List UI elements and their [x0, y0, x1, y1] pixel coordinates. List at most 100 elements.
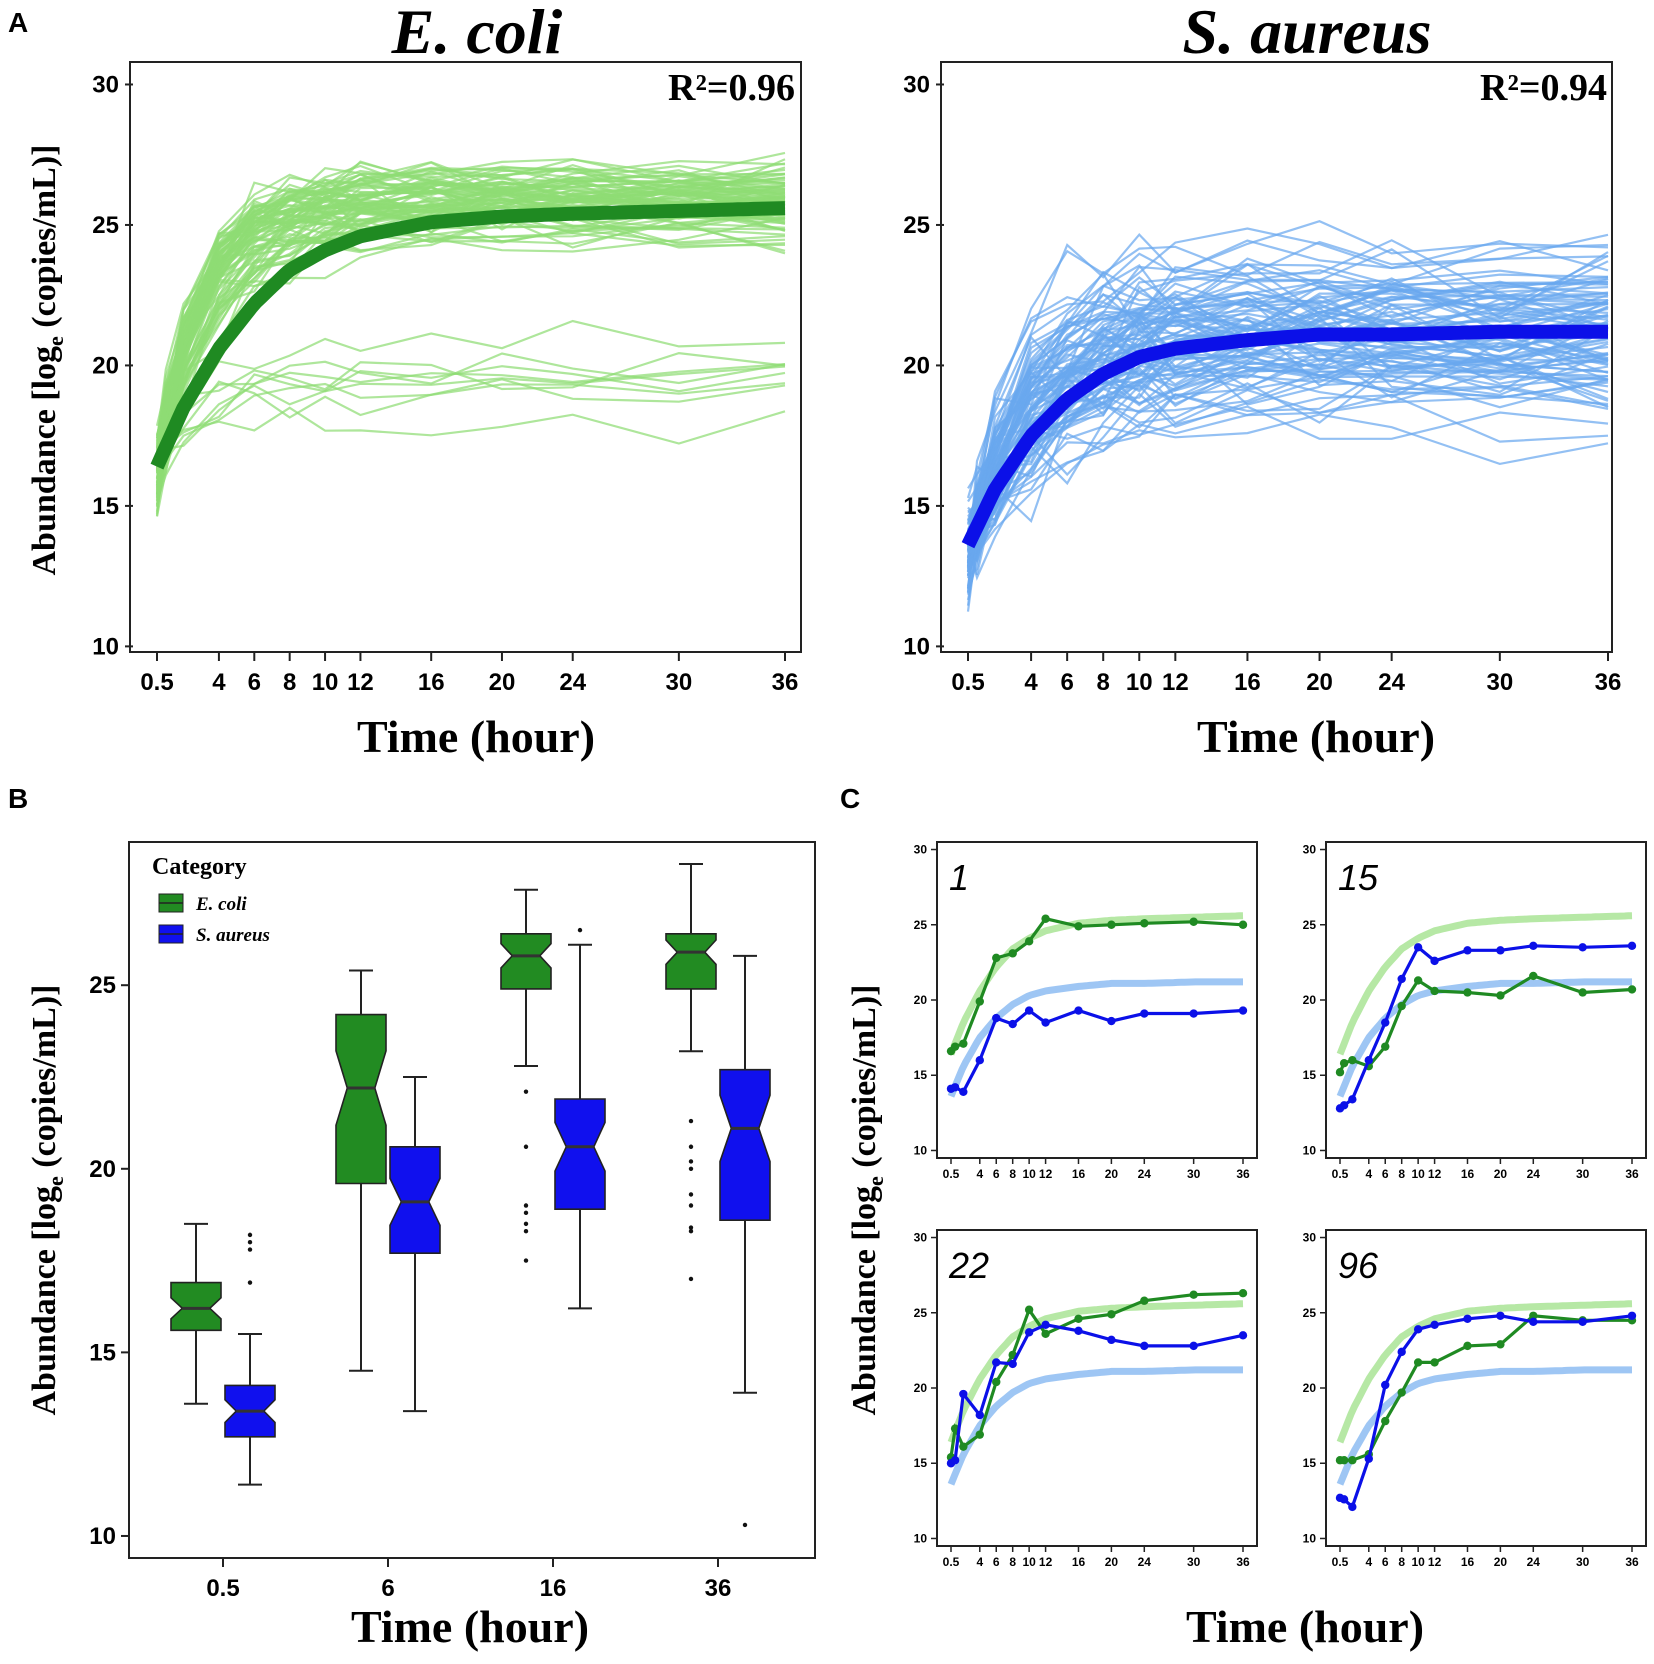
- series-point-ecoli: [975, 1430, 984, 1439]
- outlier-point: [742, 1522, 748, 1528]
- sample-line: [156, 167, 786, 480]
- outlier-point: [688, 1192, 694, 1197]
- sample-line: [966, 240, 1609, 593]
- y-tick-label: 10: [92, 633, 119, 660]
- series-point-ecoli: [1041, 1329, 1050, 1339]
- y-tick-label: 25: [1303, 918, 1317, 932]
- series-point-saureus: [1074, 1326, 1083, 1336]
- series-point-saureus: [1140, 1009, 1149, 1018]
- series-point-saureus: [1529, 1317, 1538, 1326]
- facet-label: 1: [949, 857, 969, 898]
- x-tick-label: 24: [1378, 669, 1405, 696]
- series-point-ecoli: [1529, 1311, 1538, 1320]
- x-tick-label: 10: [1022, 1167, 1036, 1181]
- y-tick-label: 15: [914, 1068, 928, 1082]
- outlier-point: [523, 1089, 529, 1094]
- series-point-saureus: [1008, 1019, 1017, 1029]
- x-tick-label: 36: [1236, 1555, 1250, 1569]
- x-tick-label: 36: [1625, 1555, 1639, 1569]
- box-ecoli: [665, 932, 717, 990]
- series-point-ecoli: [1189, 917, 1198, 926]
- boxplot-marks: [170, 863, 771, 1528]
- x-tick-label: 20: [1494, 1167, 1508, 1181]
- x-tick-label: 24: [1138, 1167, 1152, 1181]
- x-tick-label: 12: [1428, 1167, 1442, 1181]
- facets-x-axis-title: Time (hour): [1186, 1601, 1424, 1652]
- y-tick-label: 15: [1303, 1068, 1317, 1082]
- series-point-saureus: [959, 1087, 968, 1096]
- x-tick-label: 0.5: [140, 669, 173, 696]
- x-tick-label: 30: [1187, 1555, 1201, 1569]
- x-tick-label: 30: [1576, 1167, 1590, 1181]
- series-point-saureus: [992, 1358, 1001, 1367]
- facet-label: 15: [1338, 857, 1379, 898]
- x-tick-label: 6: [993, 1167, 1000, 1181]
- series-point-saureus: [1107, 1335, 1116, 1345]
- series-point-saureus: [1024, 1006, 1034, 1015]
- series-point-ecoli: [1578, 988, 1587, 997]
- ecoli-y-axis: 10 15 20 25 30: [92, 71, 133, 660]
- y-tick-label: 10: [914, 1531, 928, 1545]
- y-tick-label: 30: [903, 71, 930, 98]
- outlier-point: [523, 1210, 529, 1216]
- x-tick-label: 12: [1039, 1555, 1053, 1569]
- series-point-ecoli: [992, 1377, 1001, 1387]
- series-point-ecoli: [1107, 1310, 1116, 1319]
- y-tick-label: 30: [1303, 843, 1317, 857]
- series-point-saureus: [1397, 1347, 1406, 1357]
- x-tick-label: 12: [1428, 1555, 1442, 1569]
- sample-line: [155, 173, 786, 468]
- series-point-ecoli: [959, 1442, 968, 1451]
- x-tick-label: 0.5: [943, 1555, 960, 1569]
- x-tick-label: 8: [1009, 1167, 1016, 1181]
- x-tick-label: 16: [1072, 1167, 1086, 1181]
- series-point-saureus: [975, 1055, 984, 1065]
- outlier-point: [247, 1247, 253, 1252]
- series-point-ecoli: [1041, 914, 1050, 923]
- series-point-saureus: [959, 1389, 968, 1399]
- y-tick-label: 20: [92, 352, 119, 379]
- y-tick-label: 15: [1303, 1456, 1317, 1470]
- box-saureus: [389, 1146, 441, 1254]
- y-tick-label: 20: [903, 352, 930, 379]
- y-tick-label: 25: [914, 918, 928, 932]
- x-tick-label: 8: [283, 669, 296, 696]
- x-tick-label: 16: [418, 669, 445, 696]
- series-point-saureus: [1348, 1502, 1357, 1512]
- reference-fit-ecoli: [1336, 912, 1633, 1056]
- series-point-ecoli: [1335, 1068, 1345, 1077]
- facet-label: 96: [1338, 1245, 1379, 1286]
- series-point-saureus: [1463, 946, 1472, 955]
- series-point-ecoli: [992, 953, 1001, 963]
- x-tick-label: 12: [1162, 669, 1189, 696]
- x-tick-label: 0.5: [1332, 1167, 1349, 1181]
- series-point-saureus: [950, 1083, 960, 1092]
- legend-title: Category: [152, 854, 247, 880]
- x-tick-label: 16: [1072, 1555, 1086, 1569]
- y-tick-label: 20: [1303, 1381, 1317, 1395]
- x-tick-label: 10: [1411, 1555, 1425, 1569]
- saureus-plot-frame: [940, 61, 1613, 653]
- outlier-point: [247, 1280, 253, 1285]
- x-tick-label: 12: [1039, 1167, 1053, 1181]
- x-tick-label: 4: [1365, 1167, 1372, 1181]
- sample-line: [966, 306, 1609, 590]
- y-tick-label: 15: [89, 1339, 116, 1366]
- x-tick-label: 36: [705, 1575, 732, 1602]
- series-point-saureus: [1107, 1016, 1116, 1026]
- reference-fit-saureus: [947, 1366, 1243, 1486]
- series-point-saureus: [1189, 1009, 1198, 1018]
- saureus-y-axis: 10 15 20 25 30: [903, 71, 944, 660]
- x-tick-label: 24: [1527, 1167, 1541, 1181]
- outlier-point: [523, 1221, 529, 1227]
- series-point-ecoli: [1430, 1358, 1439, 1367]
- series-point-saureus: [1238, 1331, 1248, 1340]
- outlier-point: [688, 1166, 694, 1171]
- x-tick-label: 12: [347, 669, 374, 696]
- y-tick-label: 25: [914, 1306, 928, 1320]
- series-point-ecoli: [1339, 1456, 1349, 1465]
- series-point-ecoli: [1529, 971, 1538, 981]
- sample-line: [156, 378, 786, 456]
